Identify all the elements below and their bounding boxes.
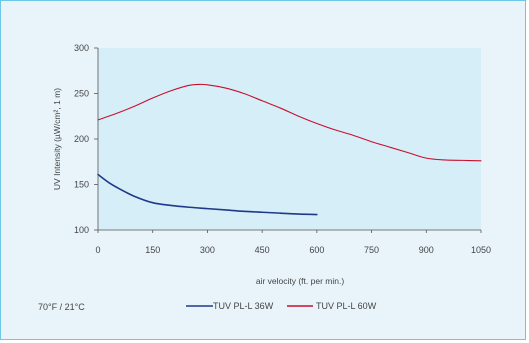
x-axis-title: air velocity (ft. per min.) <box>256 276 344 286</box>
legend-label-tuv-pl-l-60w: TUV PL-L 60W <box>316 301 377 311</box>
x-tick-label: 900 <box>419 245 434 255</box>
y-tick-label: 300 <box>74 43 89 53</box>
series-layer <box>97 83 482 216</box>
x-tick-label: 300 <box>200 245 215 255</box>
x-axis-ticks: 0 150 300 450 600 750 900 1050 <box>95 230 491 255</box>
chart-legend: TUV PL-L 36W TUV PL-L 60W <box>186 301 377 311</box>
y-tick-label: 100 <box>74 225 89 235</box>
x-tick-label: 600 <box>309 245 324 255</box>
x-tick-label: 450 <box>255 245 270 255</box>
y-tick-label: 150 <box>74 180 89 190</box>
plot-area <box>98 48 481 230</box>
legend-label-tuv-pl-l-36w: TUV PL-L 36W <box>213 301 274 311</box>
y-tick-label: 200 <box>74 134 89 144</box>
x-tick-label: 1050 <box>471 245 491 255</box>
series-line-tuv-pl-l-60w <box>97 83 482 162</box>
temperature-note: 70°F / 21°C <box>38 302 85 312</box>
y-axis-title: UV Intensity (µW/cm², 1 m) <box>52 88 62 190</box>
y-axis-ticks: 100 150 200 250 300 <box>74 43 98 235</box>
x-tick-label: 150 <box>145 245 160 255</box>
x-tick-label: 0 <box>95 245 100 255</box>
x-tick-label: 750 <box>364 245 379 255</box>
y-tick-label: 250 <box>74 89 89 99</box>
series-line-tuv-pl-l-36w <box>97 173 318 216</box>
